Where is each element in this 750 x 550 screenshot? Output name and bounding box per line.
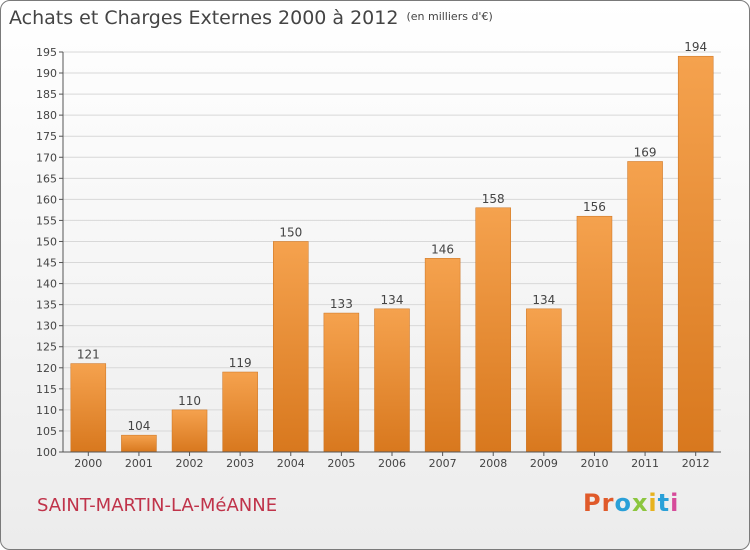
bar-2003 <box>222 371 258 453</box>
x-tick-label: 2001 <box>125 457 153 470</box>
bar-2001 <box>121 434 157 453</box>
y-tick-label: 175 <box>36 130 57 143</box>
x-tick-label: 2003 <box>226 457 254 470</box>
y-tick-label: 145 <box>36 257 57 270</box>
value-label: 156 <box>583 200 606 214</box>
chart-title: Achats et Charges Externes 2000 à 2012 (e… <box>9 7 493 29</box>
value-label: 169 <box>634 145 657 159</box>
logo-letter: i <box>670 489 680 517</box>
bar-2006 <box>374 308 410 453</box>
x-tick-label: 2007 <box>429 457 457 470</box>
bar-2000 <box>70 363 107 453</box>
logo-letter: r <box>601 489 615 517</box>
x-tick-label: 2011 <box>631 457 659 470</box>
logo-letter: P <box>583 489 602 517</box>
value-label: 134 <box>381 293 404 307</box>
value-label: 104 <box>127 419 150 433</box>
logo-letter: o <box>614 489 632 517</box>
bar-2009 <box>526 308 562 453</box>
y-tick-label: 140 <box>36 278 57 291</box>
bar-2008 <box>475 207 511 453</box>
value-label: 121 <box>77 348 100 362</box>
value-label: 133 <box>330 297 353 311</box>
bar-2005 <box>323 312 360 453</box>
y-tick-label: 170 <box>36 151 57 164</box>
y-tick-label: 195 <box>36 46 57 59</box>
value-label: 146 <box>431 242 454 256</box>
y-tick-label: 115 <box>36 383 57 396</box>
y-tick-label: 135 <box>36 299 57 312</box>
y-tick-label: 165 <box>36 172 57 185</box>
chart-unit: (en milliers d'€) <box>406 10 493 23</box>
chart-title-text: Achats et Charges Externes 2000 à 2012 <box>9 7 399 29</box>
y-tick-label: 120 <box>36 362 57 375</box>
bar-2012 <box>677 55 714 453</box>
y-tick-label: 190 <box>36 67 57 80</box>
y-tick-label: 125 <box>36 341 57 354</box>
x-tick-label: 2010 <box>580 457 608 470</box>
x-tick-label: 2002 <box>176 457 204 470</box>
value-label: 194 <box>684 40 707 54</box>
y-tick-label: 155 <box>36 214 57 227</box>
y-tick-label: 180 <box>36 109 57 122</box>
y-tick-label: 185 <box>36 88 57 101</box>
logo-letter: x <box>631 489 649 517</box>
x-tick-label: 2005 <box>327 457 355 470</box>
bar-2011 <box>627 161 663 453</box>
value-label: 119 <box>229 356 252 370</box>
bar-2010 <box>576 215 613 453</box>
x-tick-label: 2009 <box>530 457 558 470</box>
bar-2004 <box>273 241 309 453</box>
x-tick-label: 2004 <box>277 457 305 470</box>
x-tick-label: 2008 <box>479 457 507 470</box>
x-tick-label: 2006 <box>378 457 406 470</box>
commune-name: SAINT-MARTIN-LA-MéANNE <box>37 495 278 516</box>
y-tick-label: 150 <box>36 235 57 248</box>
x-tick-label: 2000 <box>74 457 102 470</box>
y-tick-label: 110 <box>36 404 57 417</box>
value-label: 158 <box>482 192 505 206</box>
bar-2002 <box>171 409 208 453</box>
y-tick-label: 100 <box>36 446 57 459</box>
logo-letter: t <box>657 489 671 517</box>
x-tick-label: 2012 <box>682 457 710 470</box>
proxiti-logo[interactable]: Proxiti <box>583 489 679 517</box>
bar-2007 <box>424 258 461 453</box>
logo-letter: i <box>648 489 658 517</box>
value-label: 134 <box>532 293 555 307</box>
y-tick-label: 160 <box>36 193 57 206</box>
value-label: 110 <box>178 394 201 408</box>
value-label: 150 <box>279 225 302 239</box>
y-tick-label: 130 <box>36 320 57 333</box>
y-tick-label: 105 <box>36 425 57 438</box>
